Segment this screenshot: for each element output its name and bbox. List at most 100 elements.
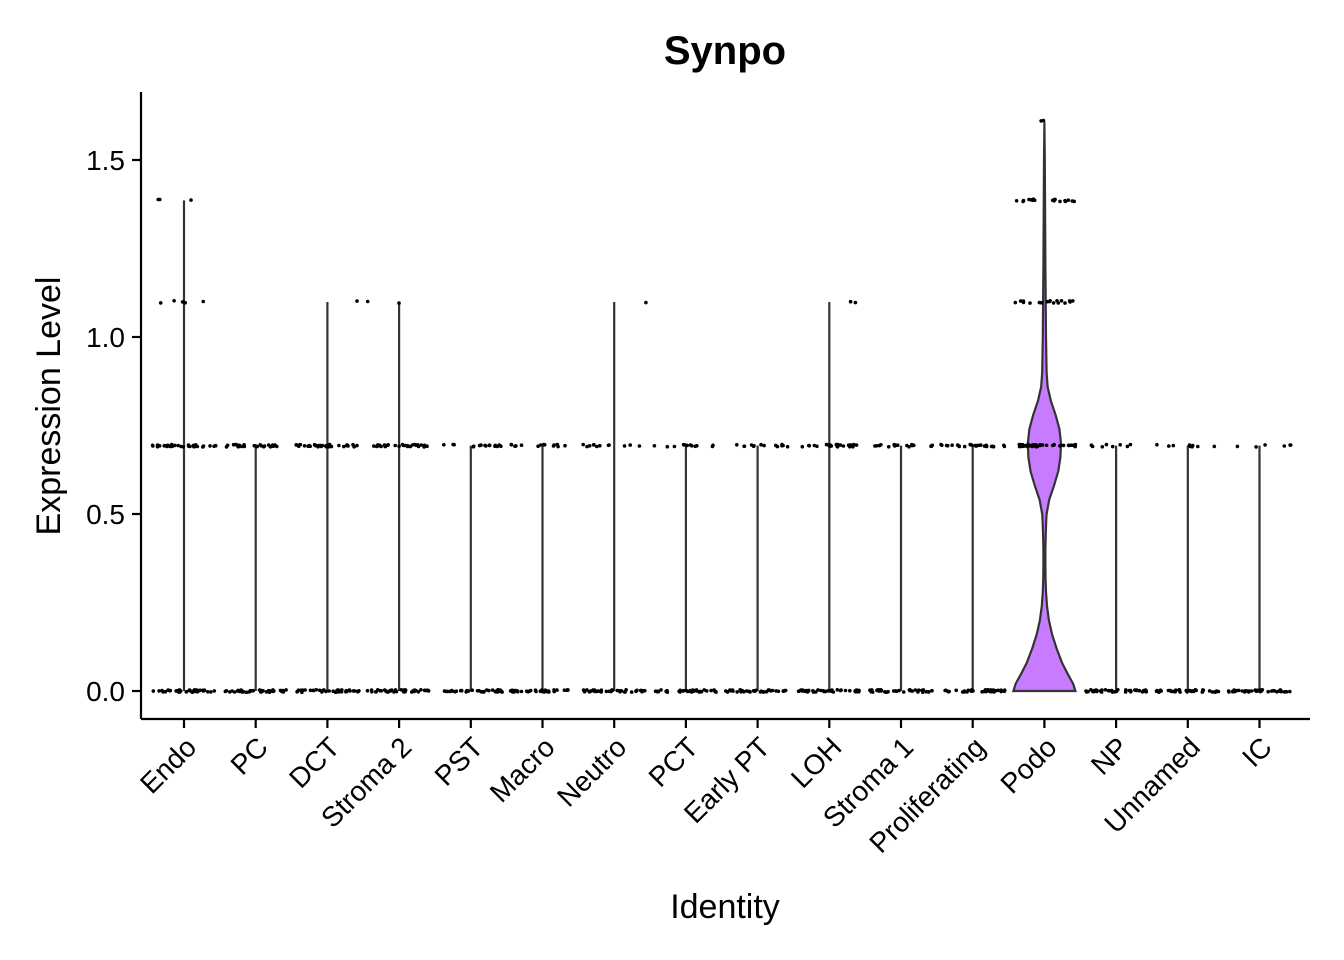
data-point xyxy=(775,444,780,449)
data-point xyxy=(585,444,589,449)
data-point xyxy=(1207,689,1212,693)
data-point xyxy=(843,688,848,693)
data-point xyxy=(1038,443,1042,448)
data-point xyxy=(893,443,898,448)
data-point xyxy=(1142,689,1146,693)
violin-podo xyxy=(1011,121,1077,693)
data-point xyxy=(454,689,459,693)
data-point xyxy=(487,688,491,693)
data-point xyxy=(555,688,559,692)
data-point xyxy=(947,689,951,694)
data-point xyxy=(1269,689,1274,693)
data-point xyxy=(897,688,901,693)
x-tick-label-pst: PST xyxy=(429,731,489,791)
data-point xyxy=(999,689,1003,694)
data-point xyxy=(224,445,229,449)
data-point xyxy=(607,443,611,447)
data-point xyxy=(1034,443,1038,447)
data-point xyxy=(318,443,323,448)
data-point xyxy=(519,689,524,694)
data-point xyxy=(742,444,747,449)
data-point xyxy=(1232,688,1237,693)
data-point xyxy=(280,689,284,694)
data-point xyxy=(1123,690,1128,694)
data-point xyxy=(659,688,663,692)
data-point xyxy=(688,443,693,447)
data-point xyxy=(384,689,389,694)
data-point xyxy=(1187,444,1192,448)
data-point xyxy=(1125,444,1130,449)
points-stroma-2 xyxy=(365,299,431,694)
data-point xyxy=(841,444,846,448)
x-tick-label-pc: PC xyxy=(225,731,274,780)
data-point xyxy=(665,688,669,693)
data-point xyxy=(372,444,376,448)
data-point xyxy=(1056,301,1061,305)
data-point xyxy=(230,689,234,693)
data-point xyxy=(1196,444,1200,449)
data-point xyxy=(542,443,547,447)
data-point xyxy=(193,443,198,448)
data-point xyxy=(1106,688,1111,693)
data-point xyxy=(257,688,262,692)
data-point xyxy=(943,688,947,693)
data-point xyxy=(168,688,173,693)
data-point xyxy=(208,444,212,448)
data-point xyxy=(945,443,950,448)
data-point xyxy=(774,689,778,693)
data-point xyxy=(735,690,739,694)
data-point xyxy=(704,689,709,693)
data-point xyxy=(271,443,276,448)
data-point xyxy=(595,444,599,449)
data-point xyxy=(1073,444,1077,449)
data-point xyxy=(201,299,205,304)
data-point xyxy=(961,689,966,694)
data-point xyxy=(419,688,423,692)
data-point xyxy=(738,688,743,693)
data-point xyxy=(978,443,983,447)
data-point xyxy=(873,444,877,448)
data-point xyxy=(189,689,194,694)
data-point xyxy=(162,444,166,448)
points-loh xyxy=(796,299,861,694)
data-point xyxy=(303,688,307,692)
data-point xyxy=(685,443,689,448)
data-point xyxy=(800,444,805,449)
data-point xyxy=(331,689,336,693)
data-point xyxy=(176,443,180,448)
data-point xyxy=(868,688,872,692)
x-tick-label-loh: LOH xyxy=(785,731,848,794)
data-point xyxy=(1002,444,1007,449)
data-point xyxy=(1051,443,1055,448)
data-point xyxy=(957,444,961,448)
data-point xyxy=(1058,199,1062,204)
data-point xyxy=(581,442,585,447)
data-point xyxy=(910,689,915,693)
data-point xyxy=(302,444,307,448)
data-point xyxy=(643,688,647,693)
data-point xyxy=(295,690,299,694)
data-point xyxy=(811,689,815,693)
data-point xyxy=(685,689,690,694)
points-pc xyxy=(223,442,288,694)
data-point xyxy=(566,688,570,692)
data-point xyxy=(267,690,272,694)
data-point xyxy=(173,443,177,448)
data-point xyxy=(490,688,495,692)
data-point xyxy=(639,688,644,693)
data-point xyxy=(393,689,398,693)
data-point xyxy=(807,444,812,448)
data-point xyxy=(1178,690,1182,694)
y-tick-label: 0.0 xyxy=(86,676,125,707)
data-point xyxy=(451,442,455,447)
data-point xyxy=(587,444,592,448)
data-point xyxy=(1071,299,1075,303)
data-point xyxy=(991,689,996,693)
data-point xyxy=(1128,442,1133,447)
data-point xyxy=(1171,443,1176,448)
data-point xyxy=(206,690,210,694)
data-point xyxy=(1254,445,1258,449)
data-point xyxy=(352,689,357,693)
data-point xyxy=(1059,443,1063,448)
data-point xyxy=(241,689,246,694)
